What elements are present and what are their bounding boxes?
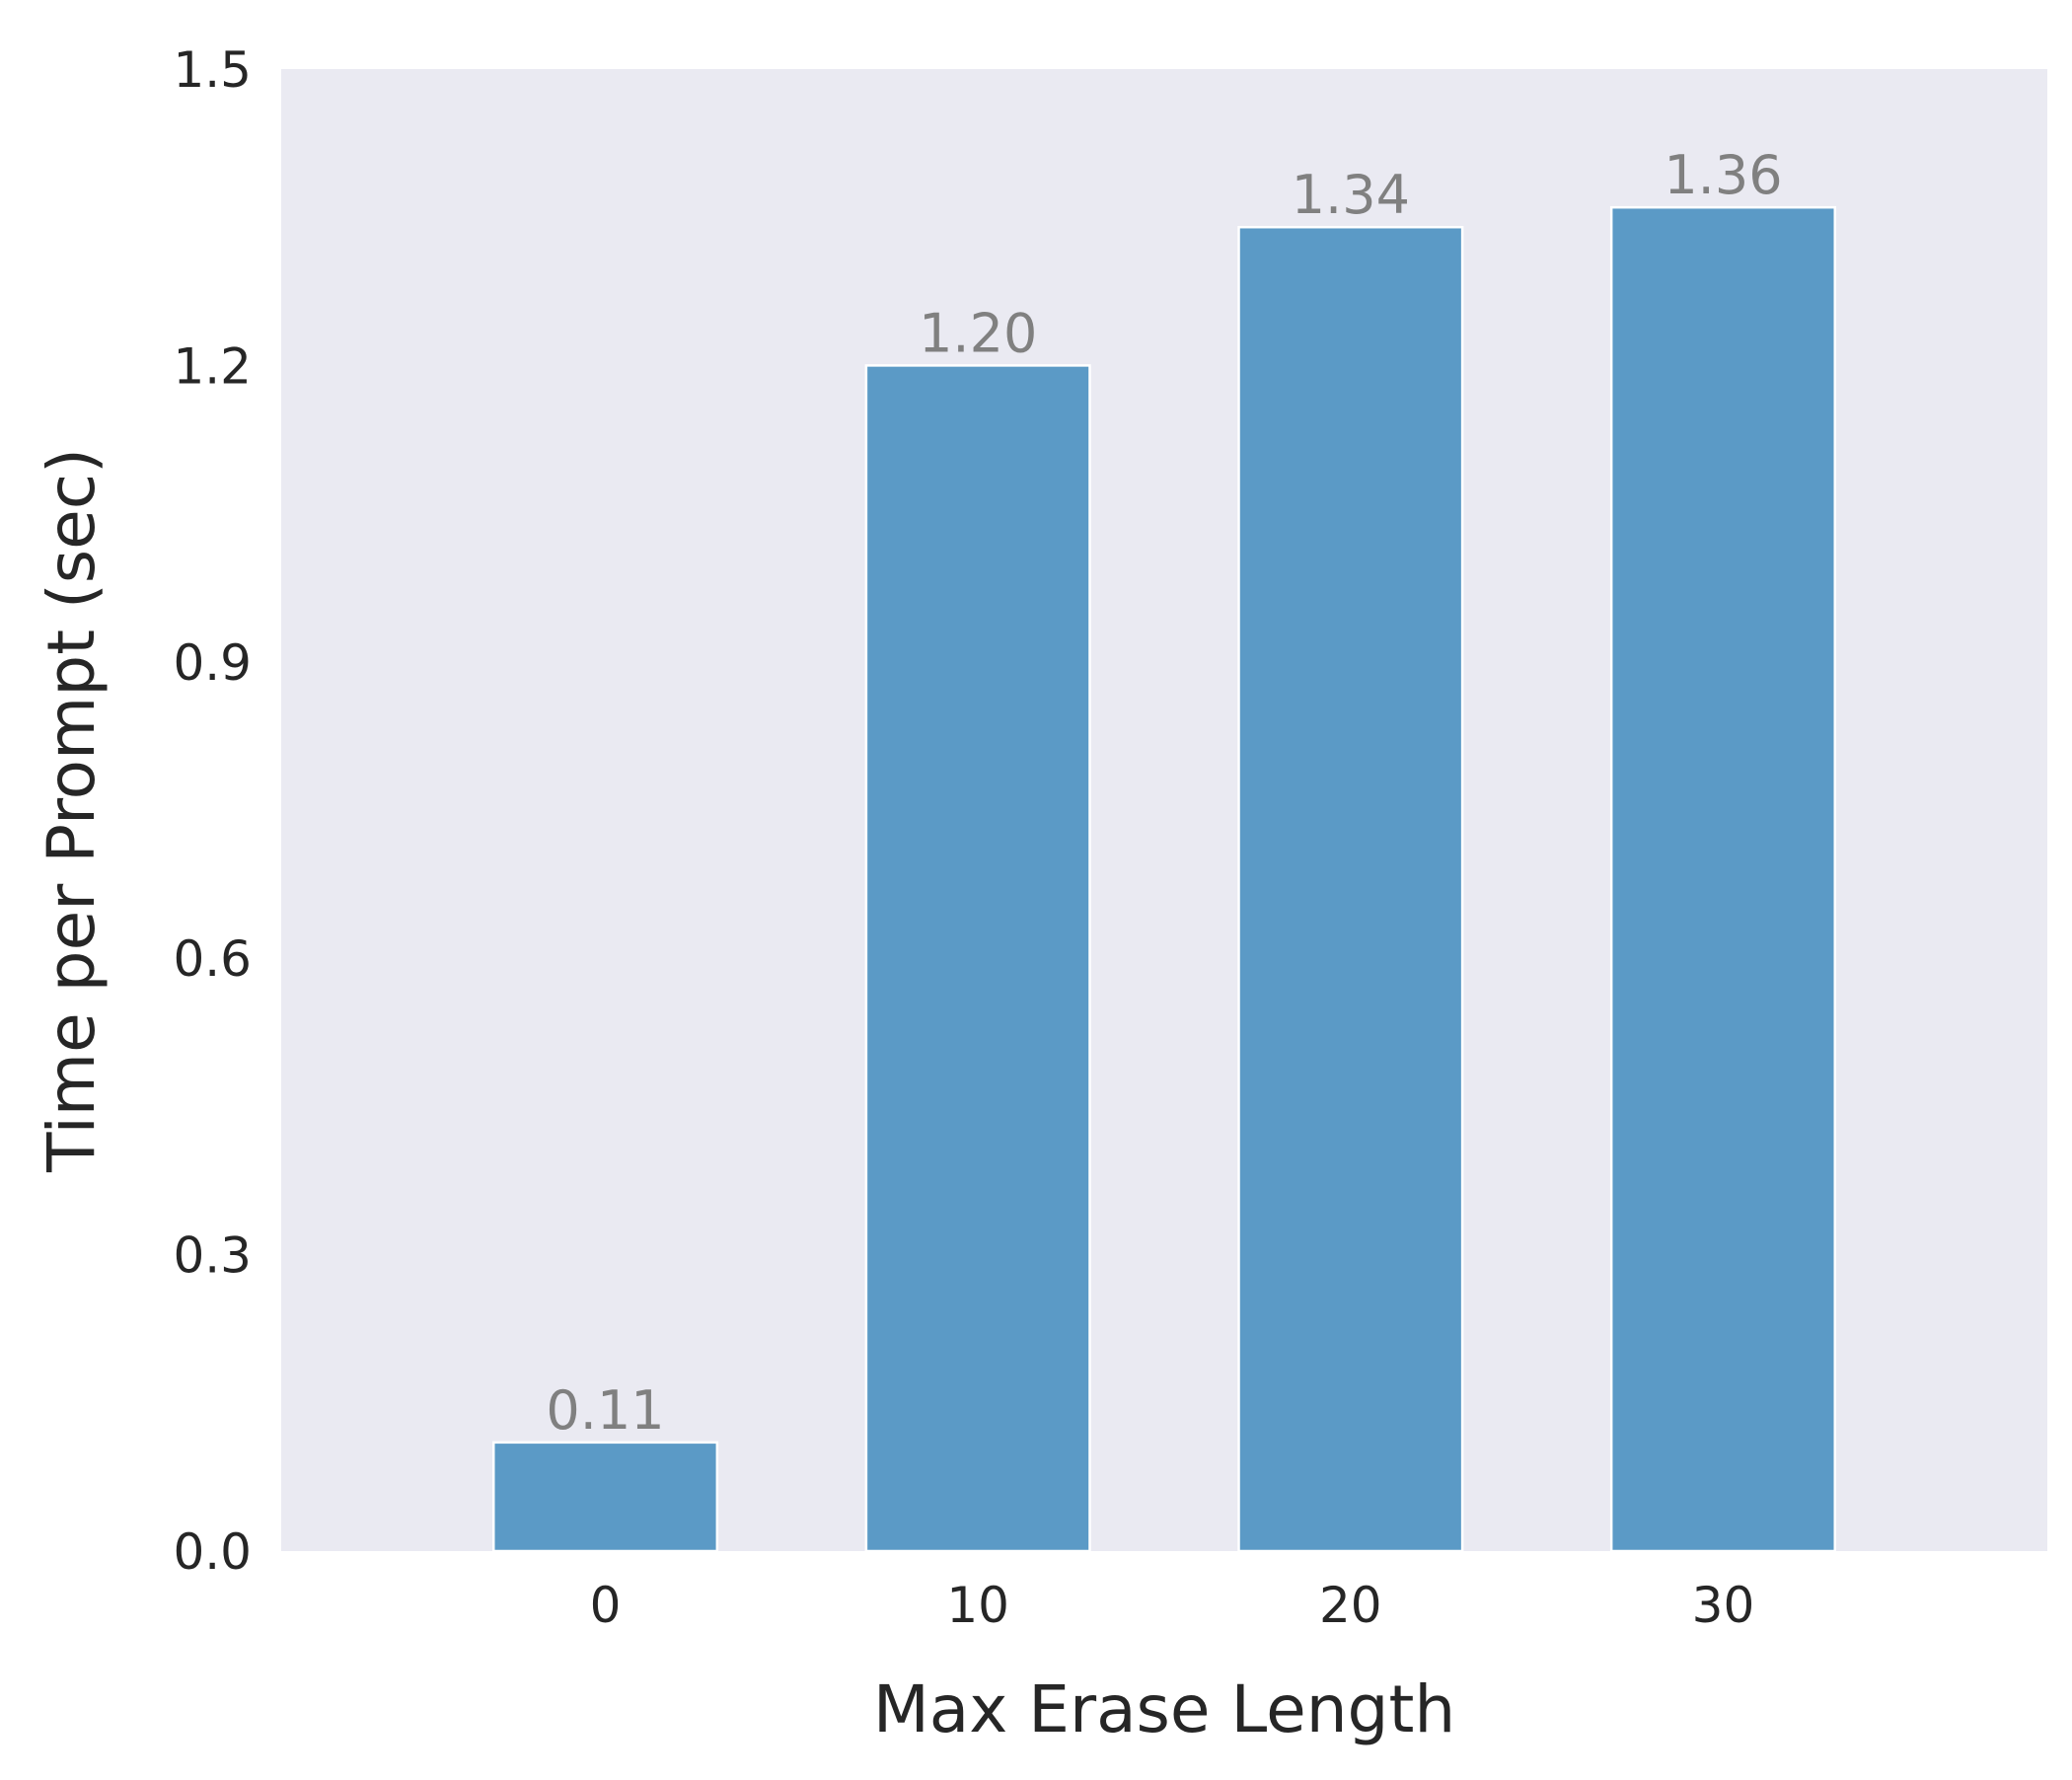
value-label-10: 1.20 [919, 302, 1037, 364]
y-axis-ticks: 0.0 0.3 0.6 0.9 1.2 1.5 [173, 41, 252, 1581]
value-label-0: 0.11 [546, 1379, 664, 1442]
value-label-20: 1.34 [1292, 164, 1410, 226]
x-axis-label: Max Erase Length [873, 1671, 1455, 1747]
y-tick-label-0.6: 0.6 [173, 930, 252, 988]
y-axis-label: Time per Prompt (sec) [34, 448, 110, 1173]
bar-30 [1609, 205, 1836, 1553]
y-tick-label-0.9: 0.9 [173, 634, 252, 692]
bars-layer [492, 205, 1836, 1553]
x-axis-ticks: 0 10 20 30 [590, 1577, 1755, 1634]
bar-10 [864, 364, 1091, 1553]
value-label-30: 1.36 [1664, 144, 1782, 206]
y-tick-label-1.2: 1.2 [173, 337, 252, 395]
x-tick-label-20: 20 [1319, 1577, 1382, 1634]
x-tick-label-30: 30 [1692, 1577, 1755, 1634]
y-tick-label-1.5: 1.5 [173, 41, 252, 99]
value-labels-layer: 0.11 1.20 1.34 1.36 [546, 144, 1782, 1442]
y-tick-label-0.3: 0.3 [173, 1227, 252, 1285]
y-tick-label-0.0: 0.0 [173, 1523, 252, 1581]
bar-20 [1237, 225, 1464, 1553]
x-tick-label-10: 10 [946, 1577, 1009, 1634]
bar-0 [492, 1441, 719, 1553]
x-tick-label-0: 0 [590, 1577, 622, 1634]
